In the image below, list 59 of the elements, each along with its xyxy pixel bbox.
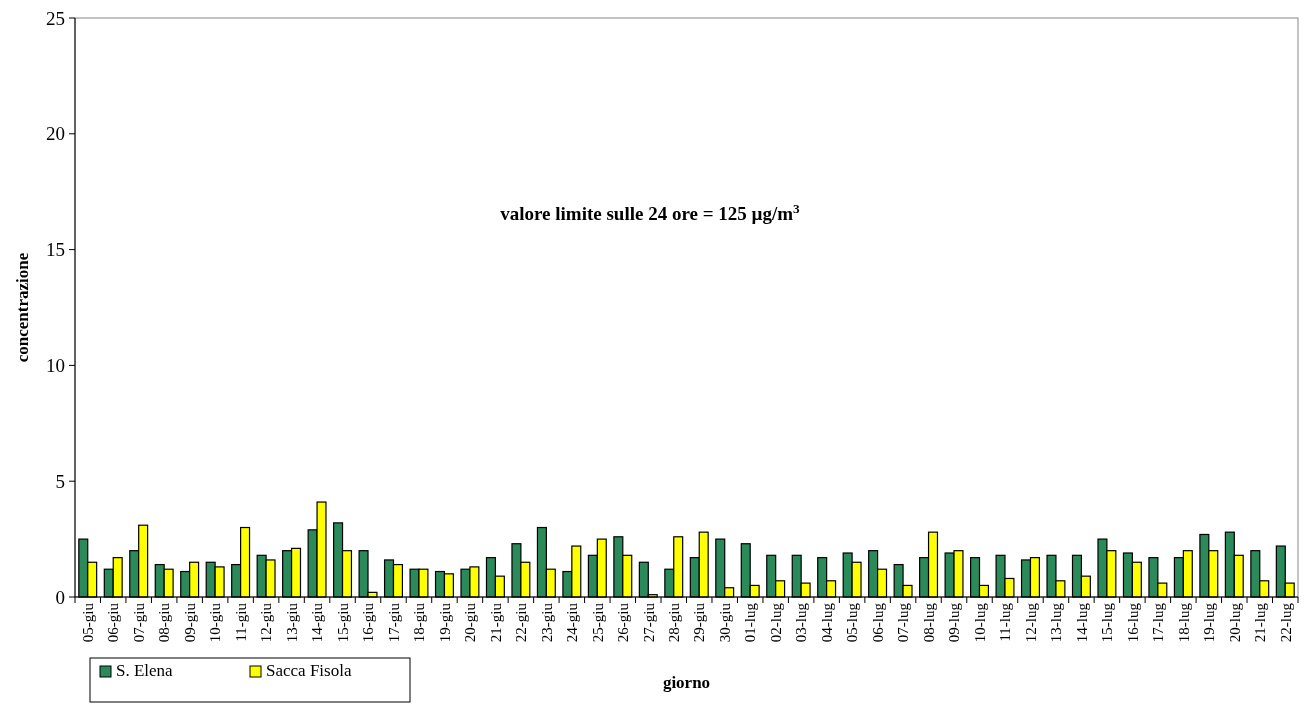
x-tick-label: 11-giu <box>232 602 249 642</box>
annotation: valore limite sulle 24 ore = 125 µg/m$^{3}$ <box>500 200 801 224</box>
y-tick-label: 10 <box>46 355 65 377</box>
x-tick-label: 12-giu <box>258 602 275 643</box>
y-axis-title: concentrazione <box>12 252 32 363</box>
y-tick-label: 20 <box>46 123 65 145</box>
x-tick-label: 08-giu <box>156 602 173 643</box>
x-tick-label: 27-giu <box>640 602 657 643</box>
x-tick-label: 22-lug <box>1277 602 1294 643</box>
x-tick-label: 30-giu <box>716 602 733 643</box>
x-tick-label: 09-giu <box>181 602 198 643</box>
x-tick-label: 14-giu <box>309 602 326 643</box>
x-tick-label: 18-giu <box>411 602 428 643</box>
x-tick-label: 03-lug <box>793 602 810 643</box>
x-tick-label: 01-lug <box>742 602 759 643</box>
x-tick-label: 16-lug <box>1124 602 1141 643</box>
x-tick-label: 10-lug <box>971 602 988 643</box>
x-tick-label: 20-giu <box>462 602 479 643</box>
x-axis-title: giorno <box>662 673 711 692</box>
x-tick-label: 11-lug <box>997 602 1014 642</box>
x-tick-label: 13-giu <box>283 602 300 643</box>
x-tick-label: 12-lug <box>1022 602 1039 643</box>
x-tick-label: 05-giu <box>79 602 96 643</box>
x-tick-label: 18-lug <box>1175 602 1192 643</box>
x-tick-label: 26-giu <box>615 602 632 643</box>
x-tick-label: 07-lug <box>895 602 912 643</box>
x-tick-label: 29-giu <box>691 602 708 643</box>
x-tick-label: 04-lug <box>818 602 835 643</box>
x-tick-label: 13-lug <box>1048 602 1065 643</box>
y-tick-label: 5 <box>55 470 65 492</box>
x-tick-label: 17-lug <box>1150 602 1167 643</box>
x-tick-label: 23-giu <box>538 602 555 643</box>
x-tick-label: 14-lug <box>1073 602 1090 643</box>
x-tick-label: 17-giu <box>385 602 402 643</box>
y-tick-label: 15 <box>46 239 65 261</box>
x-tick-label: 15-lug <box>1099 602 1116 643</box>
y-tick-label: 0 <box>55 586 65 608</box>
x-tick-label: 22-giu <box>513 602 530 643</box>
x-tick-label: 28-giu <box>666 602 683 643</box>
x-tick-label: 16-giu <box>360 602 377 643</box>
x-tick-label: 10-giu <box>207 602 224 643</box>
legend-label: Sacca Fisola <box>266 661 352 680</box>
x-tick-label: 06-giu <box>105 602 122 643</box>
x-tick-label: 20-lug <box>1226 602 1243 643</box>
y-tick-label: 25 <box>46 7 65 29</box>
x-tick-label: 07-giu <box>130 602 147 643</box>
x-tick-label: 19-giu <box>436 602 453 643</box>
x-tick-label: 21-giu <box>487 602 504 643</box>
x-tick-label: 06-lug <box>869 602 886 643</box>
x-tick-label: 21-lug <box>1252 602 1269 643</box>
legend-label: S. Elena <box>116 661 174 680</box>
x-tick-label: 08-lug <box>920 602 937 643</box>
x-tick-label: 02-lug <box>767 602 784 643</box>
x-tick-label: 15-giu <box>334 602 351 643</box>
x-tick-label: 19-lug <box>1201 602 1218 643</box>
x-tick-label: 05-lug <box>844 602 861 643</box>
x-tick-label: 09-lug <box>946 602 963 643</box>
x-tick-label: 25-giu <box>589 602 606 643</box>
x-tick-label: 24-giu <box>564 602 581 643</box>
